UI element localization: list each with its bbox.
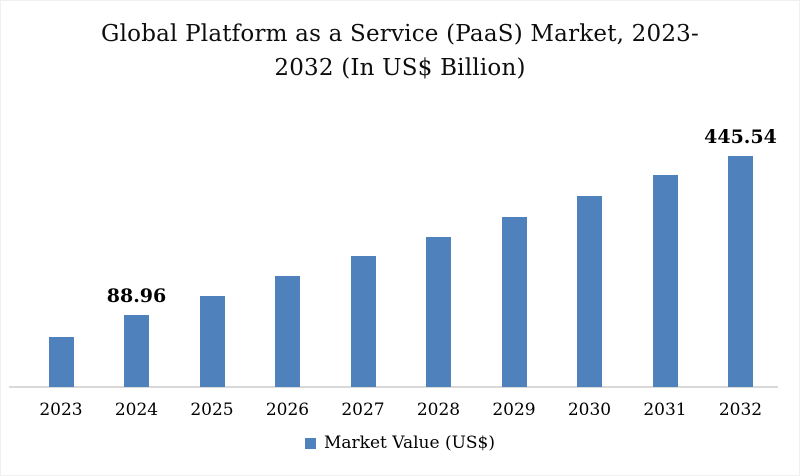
bar-2029 bbox=[501, 217, 527, 387]
bar-2032 bbox=[728, 156, 753, 387]
x-axis-label-2026: 2026 bbox=[265, 400, 310, 420]
bar-2025 bbox=[199, 296, 225, 387]
legend-label: Market Value (US$) bbox=[323, 433, 496, 453]
legend-marker-square bbox=[304, 437, 316, 449]
x-axis-label-2029: 2029 bbox=[492, 400, 536, 420]
data-label-2032: 445.54 bbox=[704, 126, 777, 148]
bar-2027 bbox=[350, 256, 376, 387]
legend: Market Value (US$) bbox=[1, 434, 799, 452]
bar-2023 bbox=[48, 337, 74, 387]
bar-2026 bbox=[275, 276, 300, 387]
data-label-2024: 88.96 bbox=[106, 285, 167, 307]
x-axis-label-2023: 2023 bbox=[39, 400, 83, 420]
x-axis-label-2030: 2030 bbox=[567, 400, 612, 420]
x-axis-label-2027: 2027 bbox=[341, 400, 385, 420]
chart-title-line2: 2032 (In US$ Billion) bbox=[274, 55, 526, 81]
chart-title-line1: Global Platform as a Service (PaaS) Mark… bbox=[101, 21, 699, 47]
bar-2028 bbox=[426, 237, 451, 387]
chart-title: Global Platform as a Service (PaaS) Mark… bbox=[1, 17, 799, 85]
x-axis-label-2024: 2024 bbox=[114, 400, 159, 420]
x-axis-label-2032: 2032 bbox=[718, 400, 763, 420]
bar-2024 bbox=[124, 315, 149, 387]
bar-2030 bbox=[577, 196, 602, 387]
x-axis-label-2031: 2031 bbox=[643, 400, 687, 420]
x-axis-line bbox=[9, 386, 778, 388]
x-axis-label-2028: 2028 bbox=[416, 400, 461, 420]
x-axis-label-2025: 2025 bbox=[190, 400, 234, 420]
bar-2031 bbox=[652, 175, 678, 387]
